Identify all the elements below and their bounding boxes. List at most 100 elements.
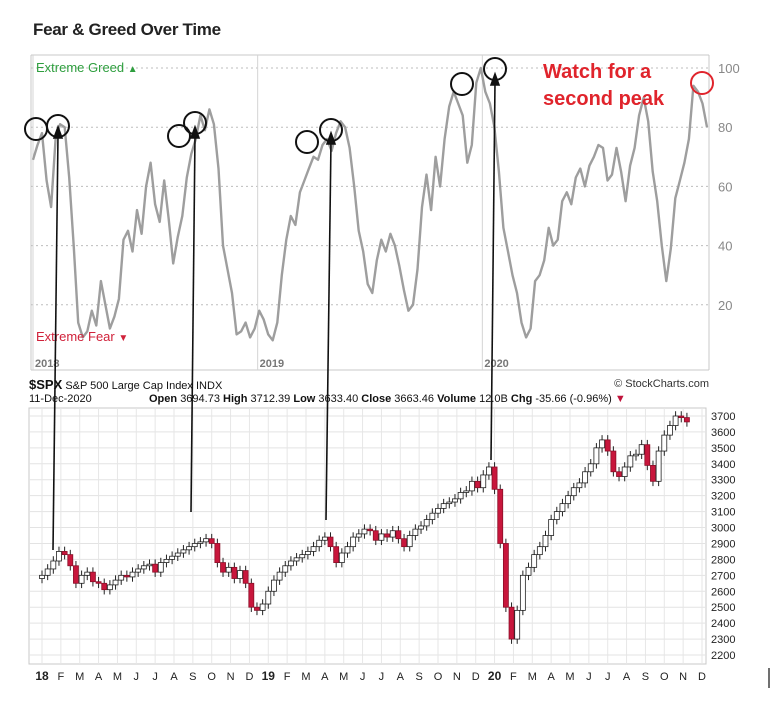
candle bbox=[101, 578, 108, 595]
candle bbox=[491, 462, 498, 495]
candle bbox=[469, 476, 475, 496]
candle-body bbox=[576, 482, 583, 489]
candle bbox=[372, 525, 379, 546]
candle bbox=[146, 559, 153, 571]
candle bbox=[327, 532, 334, 552]
candle bbox=[237, 565, 243, 584]
lower-ytick-3500: 3500 bbox=[711, 443, 735, 455]
candle-body bbox=[395, 530, 402, 540]
open-value: 3694.73 bbox=[180, 393, 220, 405]
candle bbox=[378, 529, 385, 546]
candle bbox=[44, 564, 51, 581]
candle bbox=[587, 459, 594, 477]
candle bbox=[423, 514, 430, 531]
candle-body bbox=[203, 538, 209, 543]
candle bbox=[282, 560, 289, 577]
candle bbox=[389, 525, 396, 542]
candle bbox=[271, 575, 277, 597]
candle-body bbox=[519, 574, 526, 611]
candle bbox=[361, 524, 368, 539]
lower-xtick-18: J bbox=[379, 671, 385, 683]
candle-body bbox=[367, 528, 374, 532]
candle-body bbox=[570, 487, 577, 497]
candle-body bbox=[684, 417, 690, 423]
lower-xtick-9: O bbox=[207, 671, 216, 683]
candle-body bbox=[220, 562, 226, 573]
candle-body bbox=[316, 539, 323, 548]
candle bbox=[254, 602, 260, 616]
candle-body bbox=[593, 447, 600, 465]
lower-xtick-1: F bbox=[57, 671, 64, 683]
candle bbox=[684, 412, 690, 427]
lower-ytick-3100: 3100 bbox=[711, 507, 735, 519]
candle-body bbox=[197, 541, 204, 544]
candle-body bbox=[429, 512, 436, 520]
lower-xtick-7: A bbox=[170, 671, 178, 683]
candle bbox=[621, 462, 628, 482]
candle-body bbox=[361, 528, 368, 535]
candle bbox=[310, 541, 317, 557]
candle-body bbox=[384, 533, 390, 538]
index-name: S&P 500 Large Cap Index bbox=[65, 380, 193, 392]
lower-ytick-2400: 2400 bbox=[711, 618, 735, 630]
candle bbox=[333, 541, 340, 568]
candle-body bbox=[174, 552, 181, 557]
candle-body bbox=[440, 503, 447, 509]
lower-ytick-3000: 3000 bbox=[711, 523, 735, 535]
candle bbox=[406, 530, 413, 552]
candle bbox=[457, 487, 464, 504]
candle bbox=[231, 562, 238, 584]
lower-xtick-19: A bbox=[397, 671, 405, 683]
candle-body bbox=[304, 551, 311, 556]
lower-xtick-8: S bbox=[189, 671, 196, 683]
lower-xtick-22: N bbox=[453, 671, 461, 683]
candle bbox=[67, 549, 74, 571]
candles bbox=[39, 411, 690, 644]
candle bbox=[401, 533, 407, 552]
candle-body bbox=[497, 488, 504, 544]
lower-ytick-2800: 2800 bbox=[711, 554, 735, 566]
candle-body bbox=[514, 609, 521, 640]
candle bbox=[50, 556, 57, 574]
arrow-3-head bbox=[325, 130, 337, 145]
upper-xtick-2020: 2020 bbox=[484, 358, 508, 370]
upper-x-ticks: 2018 2019 2020 bbox=[35, 358, 509, 370]
candle bbox=[650, 460, 656, 487]
candle bbox=[56, 546, 62, 566]
candle bbox=[242, 565, 249, 589]
candle bbox=[542, 530, 549, 552]
candle-body bbox=[169, 555, 176, 560]
candle bbox=[627, 451, 634, 472]
candle-body bbox=[163, 559, 170, 563]
candle bbox=[84, 567, 91, 581]
candle bbox=[350, 532, 357, 552]
candle bbox=[174, 548, 181, 561]
candle-body bbox=[186, 546, 192, 551]
arrow-4 bbox=[490, 81, 496, 461]
symbol: $SPX bbox=[29, 377, 63, 392]
annotation-text: Watch for a second peak bbox=[543, 59, 664, 113]
candle-body bbox=[90, 571, 96, 583]
candle-body bbox=[525, 566, 532, 576]
candle bbox=[582, 466, 588, 488]
lower-xtick-0: 18 bbox=[35, 669, 49, 683]
candle bbox=[203, 533, 209, 547]
candle bbox=[497, 484, 504, 549]
lower-xtick-34: N bbox=[679, 671, 687, 683]
lower-ytick-2600: 2600 bbox=[711, 586, 735, 598]
candle-body bbox=[389, 530, 396, 538]
candle bbox=[73, 560, 79, 589]
lower-ytick-3200: 3200 bbox=[711, 491, 735, 503]
candle-body bbox=[118, 574, 125, 581]
lower-y-ticks: 2200 2300 2400 2500 2600 2700 2800 2900 3000 3100… bbox=[711, 411, 735, 662]
lower-xtick-14: M bbox=[301, 671, 310, 683]
candle-body bbox=[208, 538, 215, 544]
candle bbox=[502, 538, 509, 612]
candle bbox=[446, 497, 453, 509]
candle bbox=[157, 557, 164, 577]
candle-body bbox=[559, 503, 566, 512]
candle bbox=[616, 466, 622, 482]
candle bbox=[570, 482, 577, 501]
upper-y-ticks: 20 40 60 80 100 bbox=[718, 61, 740, 313]
volume-value: 12.0B bbox=[479, 393, 508, 405]
